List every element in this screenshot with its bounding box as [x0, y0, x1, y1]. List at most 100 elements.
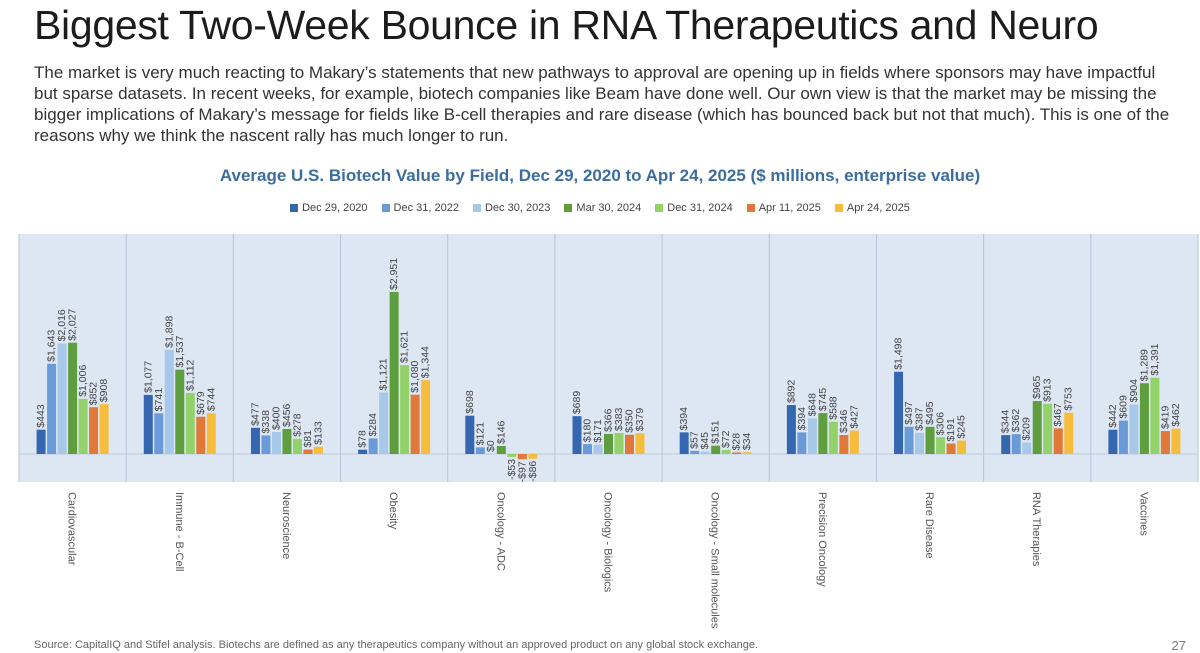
bar-value-label: $588 — [827, 396, 839, 420]
bar-value-label: $180 — [582, 419, 594, 443]
bar-value-label: $81 — [302, 430, 314, 448]
bar-value-label: $698 — [464, 390, 476, 414]
bar — [303, 449, 313, 454]
bar — [68, 342, 78, 454]
category-label: Cardiovascular — [66, 492, 78, 566]
page-number: 27 — [1171, 638, 1186, 653]
bar-value-label: $495 — [924, 401, 936, 425]
bar-value-label: $1,643 — [46, 330, 58, 362]
bar — [700, 451, 710, 454]
bar-value-label: $1,621 — [399, 331, 411, 363]
bar-value-label: $2,027 — [67, 308, 79, 340]
bar-value-label: $245 — [956, 415, 968, 439]
legend-item: Dec 29, 2020 — [290, 202, 368, 214]
bar-value-label: $151 — [710, 420, 722, 444]
bar-value-label: $689 — [571, 391, 583, 415]
bar-value-label: $443 — [35, 404, 47, 428]
bar-value-label: $400 — [270, 407, 282, 431]
bar — [818, 413, 828, 454]
bar-value-label: $2,016 — [56, 309, 68, 341]
bar — [957, 440, 967, 454]
bar — [593, 444, 603, 454]
bar-value-label: $904 — [1128, 379, 1140, 403]
legend-label: Mar 30, 2024 — [576, 202, 642, 214]
bar-value-label: $2,951 — [388, 258, 400, 290]
bar-value-label: $462 — [1170, 403, 1182, 427]
legend-item: Dec 30, 2023 — [472, 202, 551, 214]
category-label: Immune - B-Cell — [173, 492, 185, 571]
bar-value-label: $745 — [817, 388, 829, 412]
legend-label: Apr 24, 2025 — [846, 202, 910, 214]
bar — [915, 432, 925, 454]
bar — [711, 445, 721, 454]
bar — [313, 446, 323, 454]
bar — [206, 413, 216, 454]
bar-value-label: $28 — [731, 433, 743, 451]
bar-value-label: $350 — [624, 409, 636, 433]
category-label: Oncology - Small molecules — [709, 492, 721, 629]
bar-value-label: $1,121 — [378, 358, 390, 390]
bar-value-label: $1,391 — [1149, 343, 1161, 375]
bar-value-label: $497 — [903, 401, 915, 425]
bar-value-label: $362 — [1010, 409, 1022, 433]
legend-item: Dec 31, 2022 — [381, 202, 459, 214]
bar-value-label: $34 — [741, 432, 753, 450]
bar-value-label: $609 — [1117, 395, 1129, 419]
bar-value-label: $121 — [474, 422, 486, 446]
bar — [828, 421, 838, 454]
bar — [635, 433, 645, 454]
chart-title: Average U.S. Biotech Value by Field, Dec… — [219, 166, 981, 185]
legend-label: Dec 31, 2024 — [667, 202, 733, 214]
bar — [625, 434, 634, 454]
legend-label: Dec 30, 2023 — [484, 202, 551, 214]
bar-value-label: $892 — [785, 380, 797, 404]
bar — [271, 432, 281, 454]
bar-value-label: $78 — [357, 430, 369, 448]
bar — [528, 454, 538, 459]
bar — [1139, 383, 1149, 454]
bar — [1011, 434, 1021, 454]
category-label: Vaccines — [1137, 492, 1149, 536]
bar-value-label: $57 — [689, 431, 701, 449]
bar-value-label: $965 — [1031, 376, 1043, 400]
bar — [89, 407, 99, 454]
bar — [1129, 404, 1139, 454]
bar-value-label: $477 — [249, 402, 261, 426]
bar-value-label: $442 — [1107, 404, 1119, 428]
bar-value-label: $1,112 — [184, 359, 196, 390]
bar-value-label: $427 — [848, 405, 860, 429]
bar — [604, 433, 613, 454]
legend-label: Dec 29, 2020 — [302, 202, 368, 214]
bar-value-label: $467 — [1052, 403, 1064, 427]
bar-value-label: $387 — [914, 407, 926, 431]
bar-value-label: $171 — [592, 419, 604, 443]
bar — [400, 365, 410, 454]
legend-swatch — [564, 204, 573, 212]
bar — [250, 427, 260, 454]
bar — [410, 394, 420, 454]
bar-value-label: $209 — [1021, 417, 1033, 441]
bar-value-label: $146 — [495, 420, 507, 444]
bar-value-label: -$53 — [506, 459, 518, 480]
bar — [894, 371, 904, 454]
bar — [1022, 442, 1032, 454]
bar-value-label: -$86 — [527, 461, 539, 482]
bar — [742, 452, 752, 454]
legend-label: Apr 11, 2025 — [758, 202, 821, 214]
chart-legend: Dec 29, 2020 Dec 31, 2022 Dec 30, 2023 Mar … — [0, 202, 1200, 214]
bar-value-label: $741 — [153, 388, 165, 412]
bar — [47, 363, 57, 454]
legend-swatch — [381, 204, 390, 212]
bar — [154, 413, 164, 454]
bar — [797, 432, 807, 454]
bar — [807, 418, 817, 454]
bar — [368, 438, 378, 454]
legend-swatch — [290, 204, 299, 212]
bar-value-label: $383 — [613, 407, 625, 431]
category-label: RNA Therapies — [1030, 492, 1042, 567]
bar — [1160, 430, 1170, 454]
bar — [379, 392, 389, 454]
legend-swatch — [472, 204, 481, 212]
bar — [292, 438, 302, 454]
bar — [282, 428, 292, 454]
